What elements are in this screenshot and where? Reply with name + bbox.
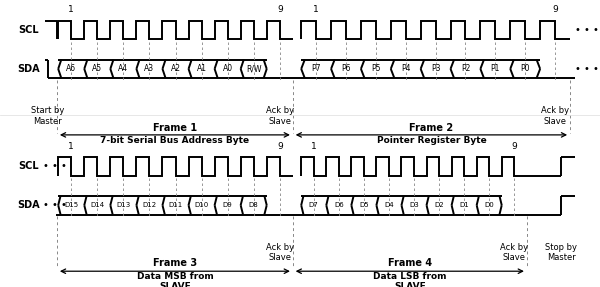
Text: R/W: R/W: [246, 64, 262, 73]
Text: Frame 1: Frame 1: [153, 123, 197, 133]
Text: D10: D10: [194, 202, 209, 208]
Text: D3: D3: [409, 202, 419, 208]
Text: 1: 1: [313, 5, 319, 14]
Text: Start by
Master: Start by Master: [31, 106, 65, 126]
Text: D1: D1: [459, 202, 469, 208]
Text: 9: 9: [552, 5, 558, 14]
Text: Pointer Register Byte: Pointer Register Byte: [377, 136, 486, 145]
Text: D2: D2: [434, 202, 444, 208]
Text: D8: D8: [249, 202, 259, 208]
Text: 1: 1: [311, 142, 317, 151]
Text: Ack by
Slave: Ack by Slave: [500, 243, 529, 262]
Text: D12: D12: [142, 202, 157, 208]
Text: • • •: • • •: [575, 25, 599, 35]
Text: D15: D15: [64, 202, 78, 208]
Text: Frame 4: Frame 4: [388, 258, 432, 268]
Text: D9: D9: [223, 202, 233, 208]
Text: A2: A2: [170, 64, 181, 73]
Text: 9: 9: [277, 142, 283, 151]
Text: • • •: • • •: [575, 64, 599, 74]
Text: A5: A5: [92, 64, 103, 73]
Text: SCL: SCL: [19, 25, 39, 35]
Text: • • •: • • •: [43, 162, 67, 171]
Text: SDA: SDA: [17, 64, 40, 74]
Text: SCL: SCL: [19, 162, 39, 171]
Text: Frame 2: Frame 2: [409, 123, 454, 133]
Text: Stop by
Master: Stop by Master: [545, 243, 577, 262]
Text: D4: D4: [384, 202, 394, 208]
Text: Frame 3: Frame 3: [153, 258, 197, 268]
Text: P4: P4: [401, 64, 410, 73]
Text: A4: A4: [118, 64, 128, 73]
Text: SDA: SDA: [17, 200, 40, 210]
Text: A6: A6: [66, 64, 76, 73]
Text: 7-bit Serial Bus Address Byte: 7-bit Serial Bus Address Byte: [100, 136, 250, 145]
Text: P2: P2: [461, 64, 470, 73]
Text: P5: P5: [371, 64, 380, 73]
Text: P1: P1: [491, 64, 500, 73]
Text: 1: 1: [68, 142, 74, 151]
Text: 1: 1: [68, 5, 74, 14]
Text: D6: D6: [334, 202, 344, 208]
Text: Ack by
Slave: Ack by Slave: [266, 243, 294, 262]
Text: P6: P6: [341, 64, 351, 73]
Text: • • •: • • •: [43, 200, 67, 210]
Text: 9: 9: [511, 142, 517, 151]
Text: D11: D11: [169, 202, 182, 208]
Text: Ack by
Slave: Ack by Slave: [541, 106, 569, 126]
Text: A0: A0: [223, 64, 233, 73]
Text: D5: D5: [359, 202, 368, 208]
Text: A3: A3: [145, 64, 154, 73]
Text: 9: 9: [277, 5, 283, 14]
Text: Ack by
Slave: Ack by Slave: [266, 106, 294, 126]
Text: A1: A1: [197, 64, 206, 73]
Text: Data MSB from
SLAVE: Data MSB from SLAVE: [137, 272, 213, 287]
Text: P3: P3: [431, 64, 440, 73]
Text: Data LSB from
SLAVE: Data LSB from SLAVE: [373, 272, 446, 287]
Text: P7: P7: [311, 64, 321, 73]
Text: D14: D14: [90, 202, 104, 208]
Text: P0: P0: [520, 64, 530, 73]
Text: D13: D13: [116, 202, 130, 208]
Text: D0: D0: [484, 202, 494, 208]
Text: D7: D7: [309, 202, 319, 208]
